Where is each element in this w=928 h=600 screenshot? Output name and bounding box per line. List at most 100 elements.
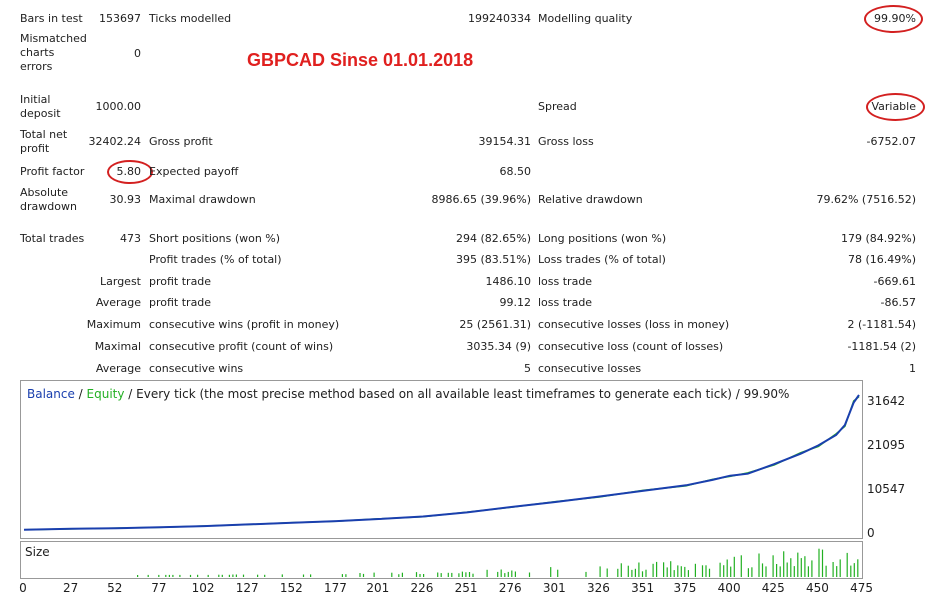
x-tick-label: 375 (673, 581, 697, 595)
size-bar (652, 563, 654, 577)
size-bar (836, 566, 838, 577)
size-bar (666, 567, 668, 577)
average-profit-label: profit trade (149, 296, 212, 309)
size-bar (232, 574, 234, 577)
size-bar (677, 565, 679, 577)
size-bar (701, 565, 704, 577)
size-bar (398, 574, 400, 577)
absolute-drawdown-value: 30.93 (109, 193, 142, 206)
size-bar (514, 571, 516, 577)
size-bar (500, 569, 502, 577)
size-bar (673, 570, 675, 577)
maximal-consec-profit-value: 3035.34 (9) (466, 340, 531, 353)
size-bar (447, 572, 449, 577)
short-positions-value: 294 (82.65%) (455, 232, 531, 245)
long-positions-value: 179 (84.92%) (840, 232, 916, 245)
profit-trades-label: Profit trades (% of total) (149, 253, 282, 266)
size-bar (472, 573, 474, 577)
size-bar (670, 561, 672, 577)
size-bar (641, 571, 644, 577)
max-consec-losses-label: consecutive losses (loss in money) (538, 318, 730, 331)
size-bar (257, 574, 259, 577)
size-bar (189, 574, 192, 577)
x-tick-label: 201 (366, 581, 390, 595)
size-bar (486, 569, 488, 577)
y-tick-label: 21095 (867, 438, 906, 453)
size-bar (850, 565, 852, 577)
size-bar (218, 574, 220, 577)
size-bar (800, 558, 802, 577)
legend-description: / Every tick (the most precise method ba… (124, 387, 790, 401)
report-title: GBPCAD Sinse 01.01.2018 (247, 50, 474, 70)
profit-trades-value: 395 (83.51%) (455, 253, 531, 266)
largest-prefix: Largest (100, 275, 141, 288)
average-prefix: Average (95, 296, 141, 309)
largest-loss-value: -669.61 (873, 275, 916, 288)
spread-label: Spread (538, 100, 577, 113)
size-bar (631, 569, 633, 577)
average-consec-wins-value: 5 (524, 362, 531, 375)
size-bar (634, 568, 636, 577)
size-bar (606, 568, 608, 577)
mismatched-errors-value: 0 (134, 47, 141, 60)
size-bar (783, 551, 785, 577)
size-bar (638, 562, 640, 577)
size-bar (242, 574, 245, 577)
long-positions-label: Long positions (won %) (538, 232, 667, 245)
x-tick-label: 475 (850, 581, 873, 595)
size-bar (684, 566, 686, 577)
bars-in-test-value: 153697 (99, 12, 141, 25)
gross-profit-label: Gross profit (149, 135, 213, 148)
size-label: Size (25, 545, 50, 559)
size-bar (401, 572, 403, 577)
size-bar (807, 566, 809, 577)
size-bar (391, 572, 393, 577)
size-bar (853, 563, 855, 577)
size-bar (846, 552, 848, 577)
x-tick-label: 400 (717, 581, 741, 595)
x-tick-label: 251 (454, 581, 478, 595)
bars-in-test-label: Bars in test (20, 12, 83, 25)
absolute-drawdown-label: Absolute drawdown (20, 186, 77, 213)
loss-trades-value: 78 (16.49%) (847, 253, 916, 266)
size-bar (168, 574, 170, 577)
x-tick-label: 152 (279, 581, 303, 595)
size-bar (645, 569, 647, 577)
mismatched-errors-label: Mismatched charts errors (20, 32, 87, 73)
x-tick-label: 0 (19, 581, 27, 595)
gross-loss-label: Gross loss (538, 135, 594, 148)
size-bar (345, 574, 347, 577)
size-bar (825, 565, 827, 577)
size-bar (857, 559, 859, 577)
size-bar (137, 575, 139, 577)
legend-equity: Equity (86, 387, 125, 401)
size-bar (179, 574, 181, 577)
size-bar (620, 563, 622, 577)
equity-line (23, 396, 860, 531)
size-panel: Size (20, 541, 863, 579)
x-tick-label: 450 (805, 581, 829, 595)
size-bar (465, 572, 467, 577)
maximal-drawdown-label: Maximal drawdown (149, 193, 256, 206)
balance-line (23, 394, 860, 531)
expected-payoff-value: 68.50 (499, 165, 532, 178)
x-tick-label: 276 (498, 581, 522, 595)
size-bar (165, 574, 167, 577)
x-tick-label: 102 (191, 581, 215, 595)
highlight-circle (107, 160, 153, 184)
size-bar (504, 573, 506, 577)
size-bar (776, 564, 778, 577)
average-consec-prefix: Average (95, 362, 141, 375)
maximal-prefix: Maximal (94, 340, 141, 353)
size-bar (550, 567, 552, 577)
size-bar (821, 549, 824, 577)
largest-loss-label: loss trade (538, 275, 593, 288)
size-bar (172, 574, 174, 577)
size-bar (818, 548, 820, 577)
ticks-modelled-value: 199240334 (468, 12, 531, 25)
size-bar (197, 574, 199, 577)
size-bar (694, 563, 696, 577)
x-tick-label: 301 (542, 581, 566, 595)
largest-profit-value: 1486.10 (485, 275, 532, 288)
x-tick-label: 177 (324, 581, 347, 595)
